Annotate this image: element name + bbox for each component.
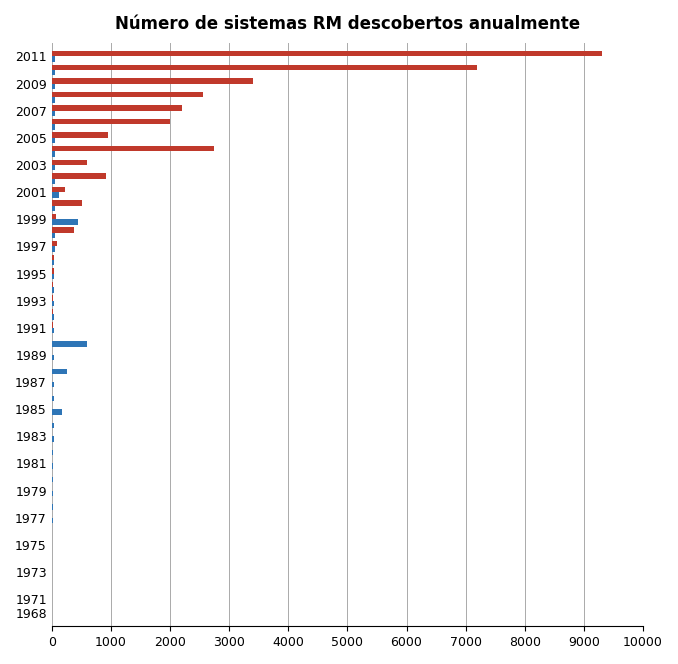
- Bar: [52, 151, 55, 157]
- Bar: [52, 423, 54, 428]
- Bar: [52, 268, 54, 274]
- Bar: [52, 92, 203, 97]
- Bar: [52, 132, 108, 138]
- Bar: [52, 233, 55, 238]
- Bar: [52, 159, 87, 165]
- Bar: [52, 355, 54, 361]
- Bar: [52, 382, 54, 388]
- Bar: [52, 341, 87, 347]
- Bar: [52, 187, 64, 192]
- Bar: [52, 227, 74, 233]
- Bar: [52, 219, 79, 224]
- Bar: [52, 477, 53, 483]
- Bar: [52, 206, 55, 211]
- Bar: [52, 51, 601, 56]
- Bar: [52, 56, 55, 62]
- Bar: [52, 138, 55, 143]
- Bar: [52, 214, 56, 219]
- Bar: [52, 409, 62, 414]
- Bar: [52, 301, 54, 306]
- Bar: [52, 282, 53, 287]
- Bar: [52, 111, 55, 116]
- Bar: [52, 450, 53, 456]
- Bar: [52, 436, 54, 442]
- Bar: [52, 254, 54, 260]
- Bar: [52, 246, 56, 252]
- Bar: [52, 146, 214, 151]
- Bar: [52, 78, 253, 84]
- Bar: [52, 97, 55, 102]
- Bar: [52, 124, 55, 129]
- Bar: [52, 369, 66, 374]
- Bar: [52, 119, 170, 124]
- Bar: [52, 274, 54, 279]
- Bar: [52, 173, 106, 179]
- Bar: [52, 328, 54, 333]
- Bar: [52, 463, 53, 469]
- Bar: [52, 70, 55, 76]
- Bar: [52, 241, 57, 246]
- Bar: [52, 287, 54, 293]
- Bar: [52, 504, 53, 509]
- Bar: [52, 518, 53, 523]
- Title: Número de sistemas RM descobertos anualmente: Número de sistemas RM descobertos anualm…: [115, 15, 580, 33]
- Bar: [52, 323, 53, 328]
- Bar: [52, 295, 53, 301]
- Bar: [52, 201, 83, 206]
- Bar: [52, 64, 477, 70]
- Bar: [52, 165, 55, 171]
- Bar: [52, 309, 53, 314]
- Bar: [52, 179, 55, 184]
- Bar: [52, 84, 55, 89]
- Bar: [52, 396, 54, 401]
- Bar: [52, 491, 53, 496]
- Bar: [52, 106, 182, 111]
- Bar: [52, 314, 54, 319]
- Bar: [52, 192, 60, 198]
- Bar: [52, 260, 54, 266]
